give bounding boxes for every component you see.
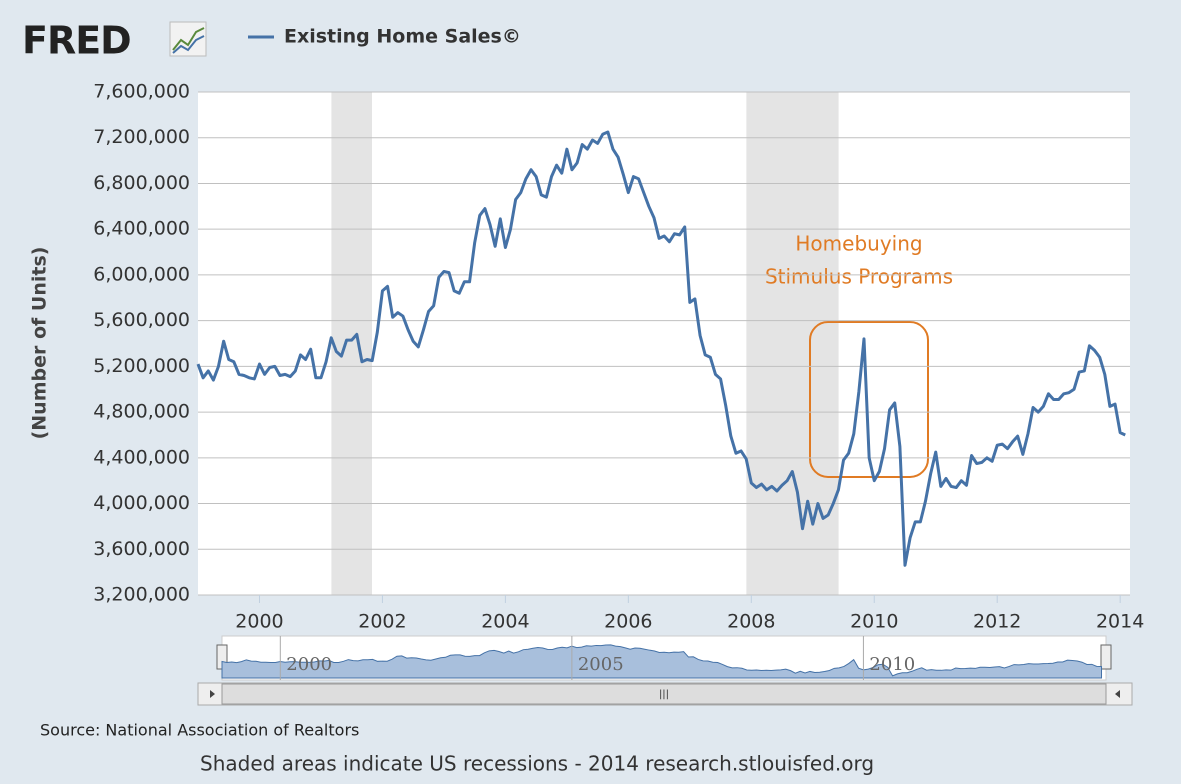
y-tick-label: 4,000,000 bbox=[93, 492, 190, 514]
annotation-box bbox=[809, 321, 929, 478]
x-tick-label: 2004 bbox=[481, 611, 529, 633]
navigator-series bbox=[221, 644, 1103, 679]
annotation: Stimulus Programs bbox=[765, 265, 953, 289]
y-tick-label: 5,600,000 bbox=[93, 309, 190, 331]
y-tick-label: 4,400,000 bbox=[93, 446, 190, 468]
y-tick-label: 7,200,000 bbox=[93, 126, 190, 148]
scroll-left[interactable] bbox=[210, 690, 215, 698]
y-tick-label: 3,200,000 bbox=[93, 584, 190, 606]
navigator-tick-label: 2005 bbox=[578, 654, 624, 675]
legend-label: Existing Home Sales© bbox=[284, 26, 521, 48]
recession-band bbox=[746, 92, 839, 595]
navigator-handle[interactable] bbox=[1100, 644, 1112, 670]
y-tick-label: 6,400,000 bbox=[93, 218, 190, 240]
x-tick-label: 2002 bbox=[358, 611, 406, 633]
x-tick-label: 2014 bbox=[1096, 611, 1144, 633]
source: Source: National Association of Realtors bbox=[40, 721, 359, 740]
y-tick-label: 6,800,000 bbox=[93, 172, 190, 194]
y-tick-label: 5,200,000 bbox=[93, 355, 190, 377]
annotation: Homebuying bbox=[795, 232, 922, 256]
logo: FRED bbox=[22, 19, 131, 63]
navigator-tick-label: 2010 bbox=[869, 654, 915, 675]
navigator-tick-label: 2000 bbox=[286, 654, 332, 675]
recession-band bbox=[331, 92, 372, 595]
x-tick-label: 2006 bbox=[604, 611, 652, 633]
y-tick-label: 4,800,000 bbox=[93, 401, 190, 423]
x-tick-label: 2012 bbox=[973, 611, 1021, 633]
series-line bbox=[196, 130, 1126, 567]
scrollbar-thumb[interactable] bbox=[221, 683, 1107, 705]
footer: Shaded areas indicate US recessions - 20… bbox=[200, 752, 874, 776]
scrollbar-grip: ||| bbox=[659, 689, 669, 700]
x-tick-label: 2010 bbox=[850, 611, 898, 633]
y-tick-label: 6,000,000 bbox=[93, 263, 190, 285]
logo-icon bbox=[169, 21, 207, 57]
x-tick-label: 2008 bbox=[727, 611, 775, 633]
y-tick-label: 7,600,000 bbox=[93, 81, 190, 103]
y-axis-label: (Number of Units) bbox=[29, 247, 51, 440]
x-tick-label: 2000 bbox=[235, 611, 283, 633]
scroll-right[interactable] bbox=[1115, 690, 1120, 698]
y-tick-label: 3,600,000 bbox=[93, 538, 190, 560]
